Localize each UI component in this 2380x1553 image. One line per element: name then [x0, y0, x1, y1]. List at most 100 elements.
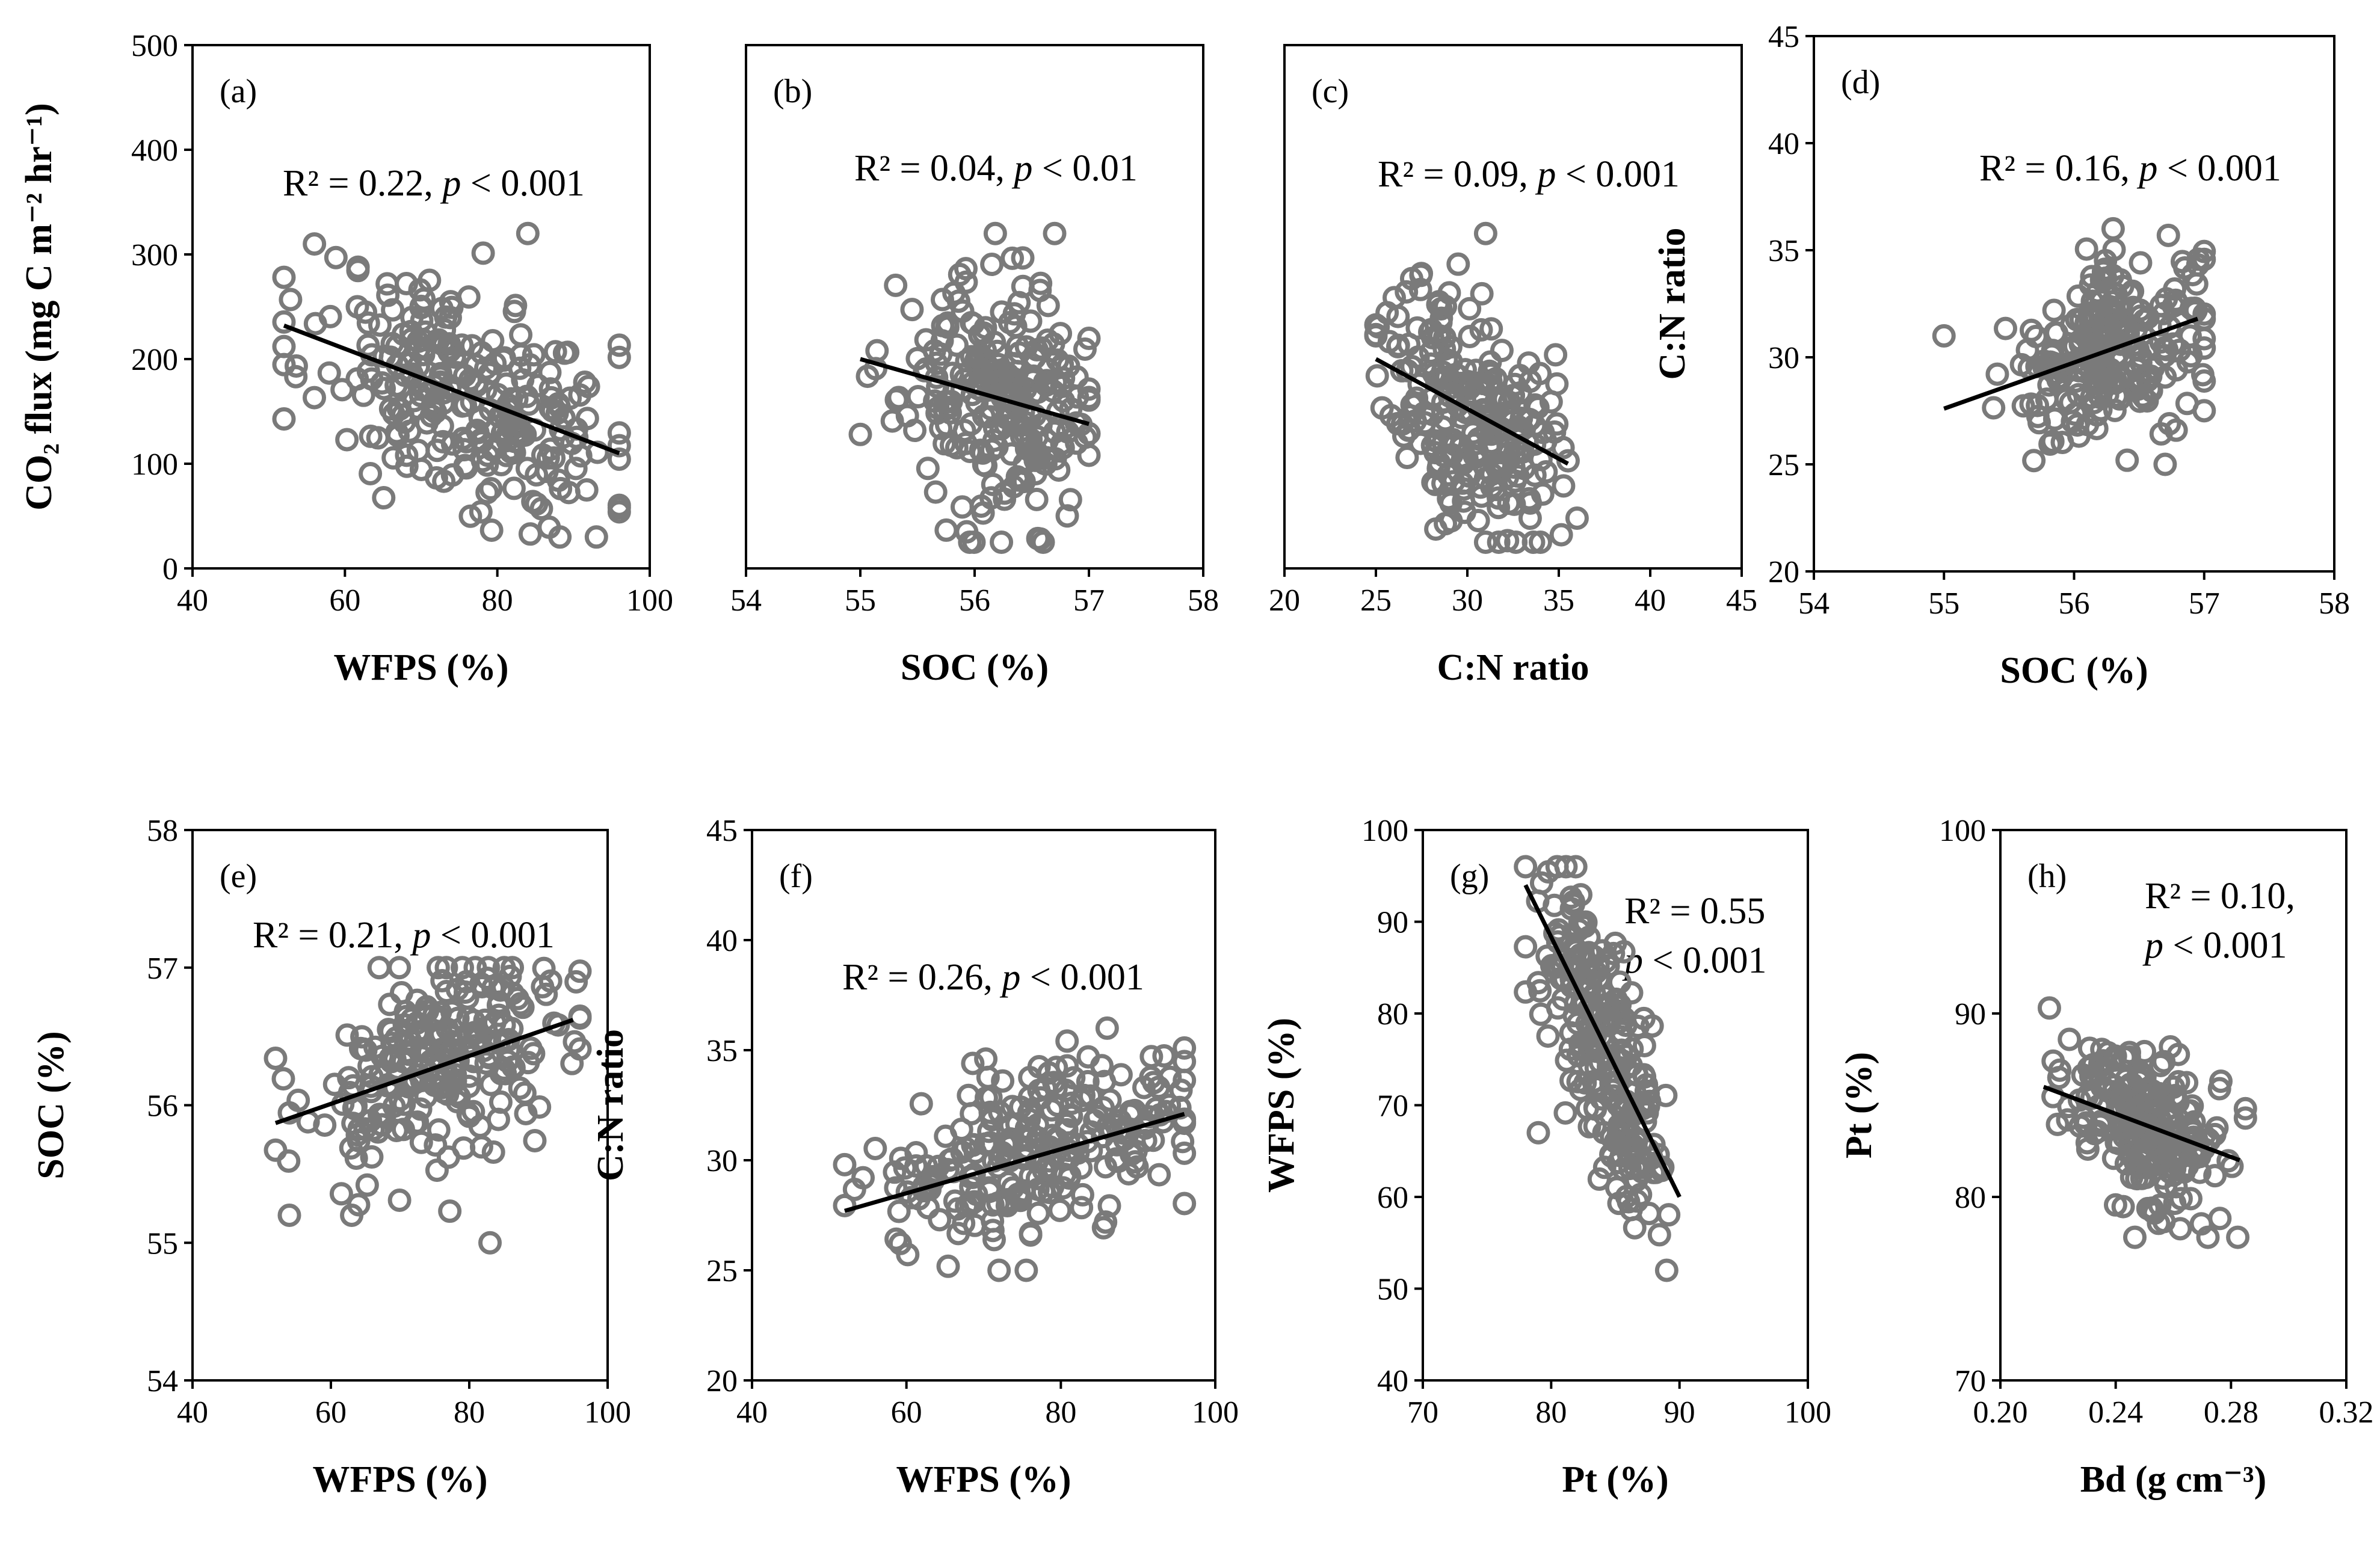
data-point — [2151, 301, 2175, 325]
x-tick-label: 80 — [1535, 1395, 1567, 1430]
data-point — [409, 294, 433, 318]
data-point — [471, 241, 495, 265]
data-point — [384, 1118, 408, 1142]
data-point — [1514, 935, 1538, 959]
scatter-points — [1932, 217, 2216, 476]
data-point — [1512, 457, 1536, 481]
stat-annotation-r2: R² = 0.09, — [1378, 154, 1537, 195]
y-tick-label: 45 — [1768, 20, 1799, 54]
data-point — [501, 441, 525, 465]
panel-label: (c) — [1312, 73, 1349, 110]
y-tick-label: 40 — [1377, 1364, 1408, 1398]
data-point — [883, 1160, 907, 1184]
stat-annotation-threshold: < 0.001 — [2163, 925, 2287, 966]
data-point — [1386, 334, 1410, 358]
data-point — [330, 378, 354, 402]
data-point — [402, 389, 426, 413]
data-point — [271, 1067, 295, 1091]
data-point — [2163, 288, 2187, 312]
data-point — [2086, 372, 2110, 396]
data-point — [1487, 486, 1511, 510]
stat-annotation: R² = 0.55 — [1624, 891, 1765, 932]
data-point — [1608, 970, 1632, 994]
x-axis-title: WFPS (%) — [333, 647, 508, 688]
data-point — [2098, 295, 2122, 319]
data-point — [563, 1030, 587, 1054]
data-point — [946, 289, 970, 313]
data-point — [1985, 362, 2009, 386]
data-point — [2150, 1137, 2174, 1161]
data-point — [2109, 313, 2133, 337]
data-point — [2091, 366, 2115, 390]
data-point — [556, 481, 581, 505]
data-point — [864, 357, 888, 381]
data-point — [1458, 297, 1482, 321]
data-point — [1139, 1045, 1164, 1069]
data-point — [943, 1189, 967, 1213]
y-tick-label: 400 — [131, 134, 178, 168]
data-point — [988, 1100, 1012, 1124]
data-point — [961, 1133, 985, 1157]
data-point — [395, 443, 419, 467]
data-point — [2117, 1041, 2141, 1065]
data-point — [848, 422, 872, 446]
data-point — [1632, 1006, 1656, 1030]
data-point — [1375, 301, 1399, 325]
data-point — [1426, 324, 1451, 348]
data-point — [1473, 530, 1497, 554]
data-point — [1553, 1101, 1577, 1125]
data-point — [548, 525, 572, 549]
data-point — [1026, 1201, 1050, 1225]
data-point — [2203, 1122, 2227, 1146]
data-point — [475, 453, 499, 477]
data-point — [1028, 278, 1052, 303]
data-point — [1521, 530, 1546, 554]
data-point — [887, 386, 911, 410]
data-point — [1173, 1192, 1197, 1216]
data-point — [884, 273, 908, 297]
y-tick-label: 35 — [706, 1034, 738, 1068]
data-point — [552, 341, 576, 365]
data-point — [1478, 359, 1502, 383]
data-point — [1073, 337, 1097, 361]
data-point — [2208, 1207, 2232, 1231]
data-point — [518, 522, 542, 546]
data-point — [607, 447, 631, 471]
x-tick-label: 55 — [845, 583, 876, 618]
data-point — [982, 1228, 1006, 1252]
data-point — [508, 1076, 532, 1100]
data-point — [568, 383, 592, 407]
data-point — [418, 268, 442, 292]
data-point — [284, 364, 308, 389]
stat-annotation-r2: R² = 0.22, — [283, 163, 442, 204]
data-point — [329, 1182, 353, 1206]
data-point — [272, 407, 296, 431]
data-point — [2086, 280, 2110, 304]
data-point — [1397, 332, 1421, 356]
data-point — [451, 426, 475, 451]
x-tick-label: 40 — [177, 1395, 208, 1430]
data-point — [980, 253, 1004, 277]
data-point — [504, 294, 528, 318]
panel-label: (a) — [220, 73, 257, 110]
data-point — [972, 321, 996, 345]
data-point — [2067, 383, 2091, 407]
y-tick-label: 500 — [131, 29, 178, 63]
data-point — [607, 333, 631, 357]
y-axis-title: C:N ratio — [1652, 227, 1693, 380]
y-tick-label: 20 — [1768, 555, 1799, 589]
stat-annotation-threshold: < 0.001 — [1556, 154, 1679, 195]
plot-frame — [191, 44, 651, 570]
data-point — [395, 272, 419, 296]
data-point — [376, 283, 400, 307]
data-point — [1007, 291, 1031, 315]
x-axis-title: C:N ratio — [1437, 647, 1589, 688]
data-point — [2022, 449, 2046, 473]
data-point — [607, 500, 631, 524]
data-point — [940, 361, 964, 386]
panel-label: (b) — [773, 73, 812, 110]
data-point — [1396, 418, 1420, 442]
y-tick-label: 55 — [147, 1226, 178, 1261]
trend-line — [1523, 884, 1682, 1198]
data-point — [445, 361, 469, 385]
